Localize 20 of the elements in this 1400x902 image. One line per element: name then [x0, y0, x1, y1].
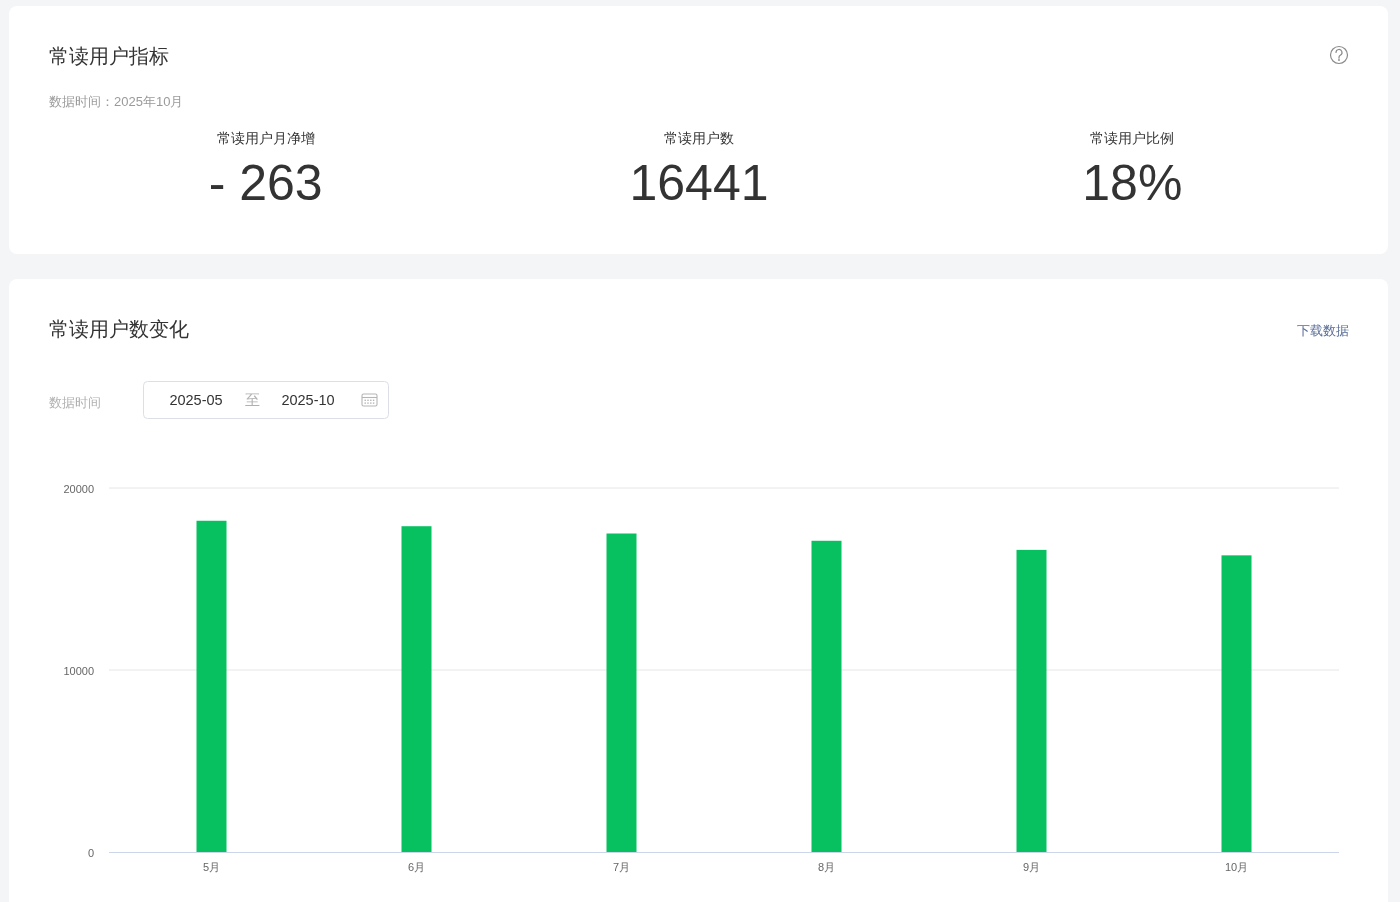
category-label: 8月	[817, 861, 836, 873]
text: 2025-05	[169, 392, 223, 408]
category-label: 6月	[407, 861, 426, 873]
category-label: 5月	[202, 861, 221, 873]
text: 2025-10	[281, 392, 335, 408]
text: 常读用户指标	[49, 45, 169, 67]
category-label: 7月	[612, 861, 631, 873]
category-label: 10月	[1224, 861, 1249, 873]
text: 16441	[629, 155, 769, 211]
text: 数据时间	[49, 394, 101, 410]
text: 18%	[1082, 155, 1183, 211]
category-label: 常读用户月净增	[216, 130, 315, 146]
category-label: 常读用户比例	[1090, 130, 1175, 146]
category-label: 9月	[1022, 861, 1041, 873]
text: 至	[244, 392, 260, 408]
category-label: 常读用户数	[664, 130, 734, 146]
chart-title: 常读用户数变化	[49, 318, 189, 340]
text: - 263	[208, 155, 323, 211]
text: 数据时间：2025年10月	[49, 93, 184, 109]
text: 下载数据	[1297, 322, 1349, 338]
